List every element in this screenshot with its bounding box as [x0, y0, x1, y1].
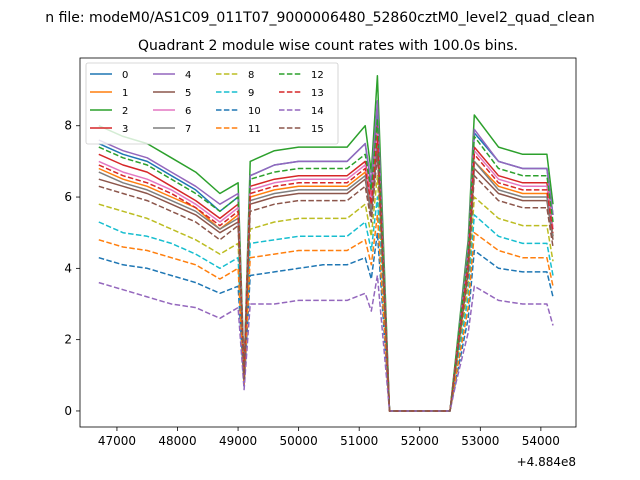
legend-label-15: 15 [311, 124, 324, 135]
legend-label-0: 0 [122, 70, 128, 81]
legend-label-6: 6 [185, 106, 191, 117]
series-line-13 [98, 135, 554, 412]
series-line-11 [98, 214, 554, 412]
x-axis: 47000 48000 49000 50000 51000 52000 53000 54000 [98, 427, 560, 448]
plot-frame [79, 57, 577, 428]
legend-label-5: 5 [185, 88, 191, 99]
y-axis: 0 2 4 6 8 [64, 119, 80, 418]
x-tick-label: 52000 [401, 434, 439, 448]
legend-label-3: 3 [122, 124, 128, 135]
series-line-9 [98, 196, 554, 412]
x-tick-label: 47000 [98, 434, 136, 448]
y-tick-label: 2 [64, 333, 72, 347]
y-tick-label: 6 [64, 190, 72, 204]
x-tick-label: 53000 [461, 434, 499, 448]
legend-label-14: 14 [311, 106, 324, 117]
y-tick-label: 8 [64, 119, 72, 133]
x-tick-label: 51000 [340, 434, 378, 448]
legend-label-1: 1 [122, 88, 128, 99]
figure-suptitle: n file: modeM0/AS1C09_011T07_9000006480_… [45, 10, 594, 26]
legend-label-2: 2 [122, 106, 128, 117]
series-line-15 [98, 153, 554, 412]
legend-label-9: 9 [248, 88, 254, 99]
series-line-8 [98, 174, 554, 412]
legend-label-8: 8 [248, 70, 254, 81]
legend-label-7: 7 [185, 124, 191, 135]
legend-label-12: 12 [311, 70, 324, 81]
legend-label-11: 11 [248, 124, 261, 135]
y-tick-label: 4 [64, 261, 72, 275]
x-offset-label: +4.884e8 [517, 455, 576, 469]
chart-title: Quadrant 2 module wise count rates with … [138, 38, 518, 54]
series-line-10 [98, 231, 554, 412]
legend-label-10: 10 [248, 106, 261, 117]
x-tick-label: 49000 [219, 434, 257, 448]
legend-label-13: 13 [311, 88, 324, 99]
x-tick-label: 54000 [522, 434, 560, 448]
x-tick-label: 50000 [280, 434, 318, 448]
series-line-12 [98, 117, 554, 412]
x-tick-label: 48000 [158, 434, 196, 448]
series-layer [98, 75, 554, 412]
y-tick-label: 0 [64, 404, 72, 418]
legend-label-4: 4 [185, 70, 191, 81]
legend-box [85, 62, 339, 145]
